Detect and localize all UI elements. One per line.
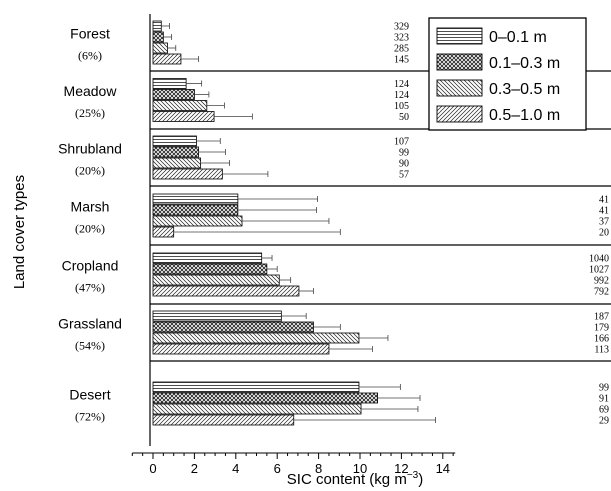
sample-count-label: 124 bbox=[394, 79, 409, 90]
sample-count-label: 91 bbox=[599, 394, 609, 405]
x-tick-label: 4 bbox=[232, 461, 239, 476]
bar bbox=[152, 42, 168, 54]
bar bbox=[152, 78, 187, 89]
x-axis: 0 2 4 6 8 10 12 14 bbox=[131, 452, 456, 476]
bar bbox=[152, 343, 330, 355]
bar bbox=[152, 135, 197, 147]
category-label: Desert bbox=[69, 387, 110, 403]
sample-count-label: 124 bbox=[394, 90, 409, 101]
legend: 0–0.1 m 0.1–0.3 m 0.3–0.5 m 0.5–1.0 m bbox=[428, 17, 587, 131]
sample-count-label: 41 bbox=[599, 195, 609, 206]
category-percent: (20%) bbox=[75, 222, 105, 236]
sample-count-label: 41 bbox=[599, 206, 609, 217]
category-percent: (72%) bbox=[75, 410, 105, 424]
sample-count-label: 113 bbox=[594, 345, 609, 356]
sample-count-label: 105 bbox=[394, 101, 409, 112]
category-percent: (6%) bbox=[78, 49, 102, 63]
x-axis-label: SIC content (kg m−3) bbox=[287, 470, 423, 488]
x-axis-label-end: ) bbox=[418, 471, 423, 488]
legend-swatch bbox=[436, 105, 483, 123]
sample-count-label: 179 bbox=[594, 323, 609, 334]
bar bbox=[152, 215, 243, 227]
sample-count-label: 285 bbox=[394, 44, 409, 55]
x-axis-label-main: SIC content (kg m bbox=[287, 471, 407, 488]
bar bbox=[152, 168, 223, 180]
sample-count-label: 792 bbox=[594, 287, 609, 298]
sample-count-label: 50 bbox=[399, 112, 409, 123]
category-label: Shrubland bbox=[58, 141, 122, 157]
legend-swatch bbox=[436, 53, 483, 71]
sample-count-label: 187 bbox=[594, 312, 609, 323]
sample-count-label: 1027 bbox=[589, 265, 609, 276]
plot-area: 3293232851451241241055010799905741413720… bbox=[149, 14, 611, 446]
bar bbox=[152, 20, 162, 32]
category-percent: (25%) bbox=[75, 106, 105, 120]
bar bbox=[152, 310, 282, 322]
bar bbox=[152, 111, 215, 122]
bar bbox=[152, 321, 314, 333]
sample-count-label: 20 bbox=[599, 228, 609, 239]
legend-swatch bbox=[436, 27, 483, 45]
bar bbox=[152, 392, 378, 404]
bar bbox=[152, 157, 202, 169]
sample-count-label: 99 bbox=[399, 148, 409, 159]
category-label: Grassland bbox=[58, 316, 122, 332]
x-tick-label: 14 bbox=[436, 461, 450, 476]
x-tick-label: 12 bbox=[394, 461, 408, 476]
x-tick-label: 6 bbox=[274, 461, 281, 476]
sample-count-label: 69 bbox=[599, 405, 609, 416]
sample-count-label: 99 bbox=[599, 383, 609, 394]
sample-count-label: 992 bbox=[594, 276, 609, 287]
bar bbox=[152, 53, 182, 65]
x-axis-label-sup: −3 bbox=[407, 470, 419, 481]
bar bbox=[152, 31, 164, 43]
sample-count-label: 145 bbox=[394, 55, 409, 66]
x-tick-label: 2 bbox=[191, 461, 198, 476]
sample-count-label: 329 bbox=[394, 22, 409, 33]
bar bbox=[152, 332, 360, 344]
bar bbox=[152, 89, 195, 100]
legend-label: 0–0.1 m bbox=[489, 29, 547, 46]
bar bbox=[152, 403, 362, 415]
sample-count-label: 90 bbox=[399, 159, 409, 170]
sample-count-label: 1040 bbox=[589, 254, 609, 265]
bar bbox=[152, 252, 263, 264]
legend-label: 0.5–1.0 m bbox=[489, 107, 560, 124]
category-label: Marsh bbox=[71, 199, 110, 215]
x-tick-label: 10 bbox=[353, 461, 367, 476]
bar bbox=[152, 146, 199, 158]
sample-count-label: 29 bbox=[599, 416, 609, 427]
x-tick-label: 8 bbox=[315, 461, 322, 476]
sample-count-label: 57 bbox=[399, 170, 409, 181]
sample-count-label: 107 bbox=[394, 137, 409, 148]
category-label: Meadow bbox=[64, 83, 118, 99]
sample-count-label: 323 bbox=[394, 33, 409, 44]
category-labels: Forest (6%) Meadow (25%) Shrubland (20%) Marsh… bbox=[58, 26, 122, 424]
y-axis-label: Land cover types bbox=[11, 175, 28, 289]
legend-swatch bbox=[436, 79, 483, 97]
bar bbox=[152, 285, 300, 297]
x-tick-label: 0 bbox=[149, 461, 156, 476]
category-label: Cropland bbox=[62, 258, 119, 274]
legend-label: 0.3–0.5 m bbox=[489, 81, 560, 98]
category-percent: (47%) bbox=[75, 281, 105, 295]
legend-label: 0.1–0.3 m bbox=[489, 55, 560, 72]
category-label: Forest bbox=[70, 26, 110, 42]
bar bbox=[152, 193, 239, 205]
bar bbox=[152, 204, 239, 216]
bar bbox=[152, 100, 208, 111]
bar bbox=[152, 226, 175, 238]
category-percent: (54%) bbox=[75, 339, 105, 353]
bar bbox=[152, 263, 268, 275]
category-percent: (20%) bbox=[75, 164, 105, 178]
sample-count-label: 37 bbox=[599, 217, 609, 228]
bar bbox=[152, 274, 280, 286]
sample-count-label: 166 bbox=[594, 334, 609, 345]
bar bbox=[152, 414, 295, 426]
bar bbox=[152, 381, 360, 393]
